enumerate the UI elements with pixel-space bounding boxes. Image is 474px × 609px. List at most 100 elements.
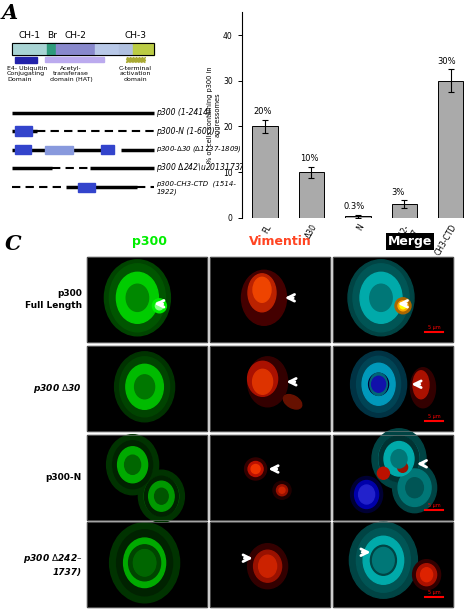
Bar bbox=[78, 183, 95, 192]
Bar bbox=[345, 216, 371, 218]
Ellipse shape bbox=[357, 359, 400, 409]
Bar bbox=[87, 346, 207, 431]
Text: Acetyl-
transferase
domain (HAT): Acetyl- transferase domain (HAT) bbox=[50, 66, 92, 82]
Ellipse shape bbox=[109, 264, 165, 332]
Y-axis label: % of cells containing p300 in
aggressomes: % of cells containing p300 in aggressome… bbox=[207, 67, 220, 163]
Bar bbox=[87, 522, 207, 607]
Ellipse shape bbox=[379, 436, 419, 481]
Ellipse shape bbox=[149, 481, 174, 511]
Ellipse shape bbox=[155, 302, 164, 310]
Ellipse shape bbox=[118, 533, 171, 593]
Text: 5 μm: 5 μm bbox=[428, 414, 440, 419]
Bar bbox=[333, 522, 453, 607]
Ellipse shape bbox=[248, 274, 276, 312]
Bar bbox=[87, 346, 207, 431]
Ellipse shape bbox=[363, 537, 404, 584]
Ellipse shape bbox=[155, 488, 168, 504]
Text: p300-CH3-CTD  (1514-
1922): p300-CH3-CTD (1514- 1922) bbox=[156, 180, 237, 195]
Ellipse shape bbox=[412, 560, 441, 590]
Bar bbox=[47, 43, 56, 55]
Ellipse shape bbox=[133, 549, 156, 576]
Ellipse shape bbox=[134, 550, 155, 576]
Ellipse shape bbox=[356, 269, 406, 326]
Ellipse shape bbox=[400, 303, 406, 309]
Ellipse shape bbox=[356, 528, 410, 592]
Bar bbox=[210, 522, 330, 607]
Ellipse shape bbox=[410, 368, 436, 408]
Ellipse shape bbox=[253, 369, 273, 394]
Ellipse shape bbox=[253, 277, 271, 302]
Ellipse shape bbox=[279, 487, 285, 493]
Bar bbox=[133, 43, 154, 55]
Text: 3%: 3% bbox=[391, 188, 405, 197]
Ellipse shape bbox=[420, 568, 433, 582]
Ellipse shape bbox=[125, 455, 141, 474]
Ellipse shape bbox=[118, 447, 147, 483]
Bar bbox=[87, 435, 207, 520]
Text: E4- Ubiquitin
Conjugating
Domain: E4- Ubiquitin Conjugating Domain bbox=[7, 66, 47, 82]
Ellipse shape bbox=[349, 523, 418, 598]
Ellipse shape bbox=[368, 283, 394, 313]
Bar bbox=[392, 204, 417, 218]
Ellipse shape bbox=[259, 555, 277, 577]
Text: CH-1: CH-1 bbox=[18, 31, 41, 40]
Ellipse shape bbox=[355, 481, 379, 509]
Ellipse shape bbox=[369, 373, 389, 395]
Ellipse shape bbox=[273, 481, 291, 499]
Ellipse shape bbox=[131, 547, 159, 579]
Bar bbox=[252, 127, 278, 218]
Ellipse shape bbox=[124, 283, 151, 313]
Text: 5 μm: 5 μm bbox=[428, 590, 440, 595]
Ellipse shape bbox=[248, 462, 263, 476]
Ellipse shape bbox=[241, 270, 286, 325]
Ellipse shape bbox=[245, 458, 266, 480]
Ellipse shape bbox=[107, 435, 159, 495]
Ellipse shape bbox=[247, 357, 288, 407]
Ellipse shape bbox=[247, 361, 278, 396]
Ellipse shape bbox=[119, 357, 170, 417]
Ellipse shape bbox=[373, 547, 394, 573]
Ellipse shape bbox=[417, 564, 437, 586]
Ellipse shape bbox=[122, 452, 143, 477]
Text: B: B bbox=[200, 0, 218, 4]
Ellipse shape bbox=[126, 284, 149, 311]
Ellipse shape bbox=[374, 549, 392, 571]
Ellipse shape bbox=[348, 260, 414, 336]
Ellipse shape bbox=[247, 544, 288, 589]
Bar bbox=[438, 81, 464, 218]
Ellipse shape bbox=[358, 532, 409, 589]
Bar bbox=[210, 522, 330, 607]
Text: Merge: Merge bbox=[388, 235, 432, 248]
Ellipse shape bbox=[254, 550, 282, 582]
Ellipse shape bbox=[117, 272, 158, 323]
Bar bbox=[87, 257, 207, 342]
Bar bbox=[126, 57, 145, 62]
Ellipse shape bbox=[395, 298, 411, 314]
Text: p300 $\Delta$242\u20131737: p300 $\Delta$242\u20131737 bbox=[156, 161, 246, 174]
Bar bbox=[210, 435, 330, 520]
Bar bbox=[333, 257, 453, 342]
Text: 5 μm: 5 μm bbox=[428, 325, 440, 330]
Ellipse shape bbox=[117, 530, 173, 596]
Ellipse shape bbox=[351, 351, 407, 417]
Ellipse shape bbox=[251, 465, 260, 474]
Text: C: C bbox=[5, 234, 22, 254]
Text: p300 (1-2414): p300 (1-2414) bbox=[156, 108, 211, 117]
Ellipse shape bbox=[377, 467, 390, 479]
Ellipse shape bbox=[138, 470, 184, 522]
Ellipse shape bbox=[398, 301, 408, 311]
Ellipse shape bbox=[122, 361, 167, 413]
Bar bbox=[56, 43, 95, 55]
Bar bbox=[333, 435, 453, 520]
Ellipse shape bbox=[398, 462, 408, 473]
Bar bbox=[15, 127, 32, 136]
Ellipse shape bbox=[113, 441, 153, 489]
Ellipse shape bbox=[145, 476, 178, 516]
Ellipse shape bbox=[115, 352, 174, 422]
Bar bbox=[333, 522, 453, 607]
Bar bbox=[15, 145, 31, 154]
Text: C-terminal
activation
domain: C-terminal activation domain bbox=[118, 66, 152, 82]
Bar bbox=[15, 57, 37, 63]
Text: 0.3%: 0.3% bbox=[344, 202, 365, 211]
Ellipse shape bbox=[109, 523, 180, 603]
